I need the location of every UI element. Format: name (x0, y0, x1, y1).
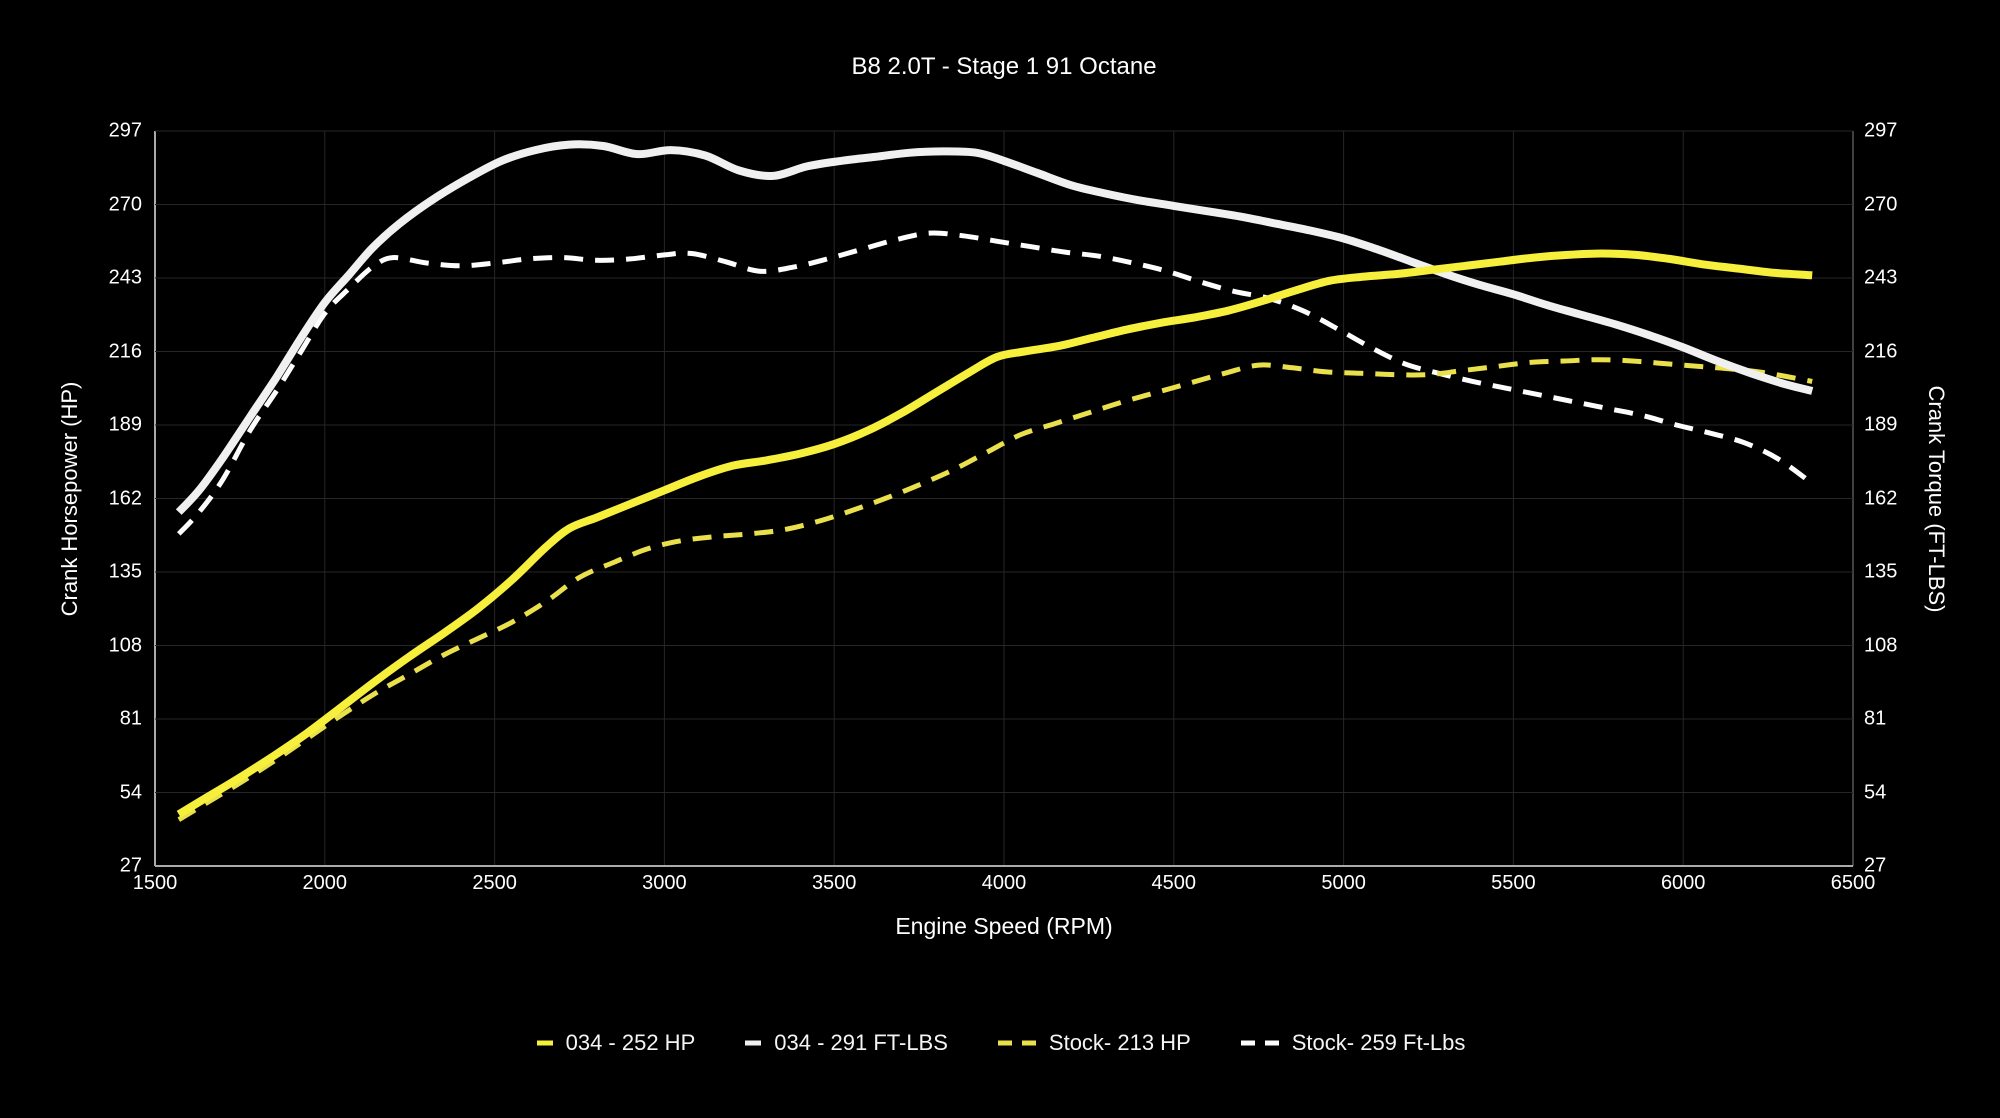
x-tick-label: 5000 (1321, 872, 1366, 894)
y-tick-label-right: 108 (1864, 634, 1898, 656)
curve-034-252-hp (176, 249, 1813, 818)
x-tick-label: 2000 (302, 872, 348, 894)
x-tick-label: 2500 (472, 872, 517, 894)
legend-swatch-solid (536, 1040, 553, 1046)
legend-item: Stock- 213 HP (996, 1030, 1191, 1056)
y-tick-label-right: 135 (1864, 560, 1898, 583)
y-tick-label-left: 162 (108, 487, 142, 509)
curve-034-291-ft-lbs (175, 140, 1814, 515)
legend-label: 034 - 291 FT-LBS (774, 1030, 948, 1055)
legend-item: 034 - 291 FT-LBS (743, 1030, 948, 1056)
curve-stock-259-ft-lbs (176, 230, 1814, 536)
y-tick-label-right: 162 (1864, 487, 1898, 509)
x-tick-label: 6000 (1660, 872, 1706, 894)
y-axis-label-left: Crank Horsepower (HP) (57, 381, 82, 617)
y-tick-label-left: 27 (119, 854, 142, 877)
legend-swatch-solid (745, 1040, 762, 1046)
y-tick-label-right: 270 (1864, 193, 1898, 215)
y-tick-label-left: 81 (119, 707, 142, 730)
y-tick-label-right: 216 (1864, 340, 1898, 362)
chart-title: B8 2.0T - Stage 1 91 Octane (851, 53, 1157, 80)
x-tick-label: 1500 (132, 872, 178, 894)
y-tick-label-left: 108 (108, 634, 142, 656)
legend: 034 - 252 HP 034 - 291 FT-LBS Stock- 213 H… (0, 1030, 2000, 1056)
y-tick-label-left: 216 (108, 340, 142, 362)
y-tick-label-left: 297 (108, 119, 142, 142)
legend-swatch-dashed (997, 1040, 1036, 1046)
x-tick-label: 3500 (811, 872, 857, 894)
legend-item: Stock- 259 Ft-Lbs (1239, 1030, 1466, 1056)
y-tick-label-left: 189 (108, 413, 142, 436)
y-tick-label-left: 270 (108, 193, 142, 215)
y-tick-label-right: 27 (1864, 854, 1887, 877)
y-tick-label-right: 54 (1864, 781, 1887, 803)
legend-item: 034 - 252 HP (535, 1030, 696, 1056)
x-tick-label: 3000 (642, 872, 687, 894)
y-tick-label-right: 243 (1864, 266, 1898, 289)
legend-swatch-dashed (1240, 1040, 1279, 1046)
y-axis-label-right: Crank Torque (FT-LBS) (1924, 385, 1949, 613)
x-axis-label: Engine Speed (RPM) (895, 913, 1113, 939)
y-tick-label-right: 297 (1864, 119, 1898, 142)
x-tick-label: 6500 (1830, 872, 1876, 894)
y-tick-label-left: 54 (119, 781, 142, 803)
y-tick-label-right: 81 (1864, 707, 1887, 730)
curve-stock-213-hp (177, 357, 1813, 822)
y-tick-label-right: 189 (1864, 413, 1898, 436)
y-tick-label-left: 243 (108, 266, 142, 289)
x-tick-label: 4000 (981, 872, 1027, 894)
x-tick-label: 5500 (1491, 872, 1536, 894)
legend-label: 034 - 252 HP (565, 1030, 696, 1055)
legend-label: Stock- 259 Ft-Lbs (1291, 1030, 1466, 1055)
legend-label: Stock- 213 HP (1048, 1030, 1191, 1055)
x-tick-label: 4500 (1151, 872, 1197, 894)
y-tick-label-left: 135 (108, 560, 142, 583)
